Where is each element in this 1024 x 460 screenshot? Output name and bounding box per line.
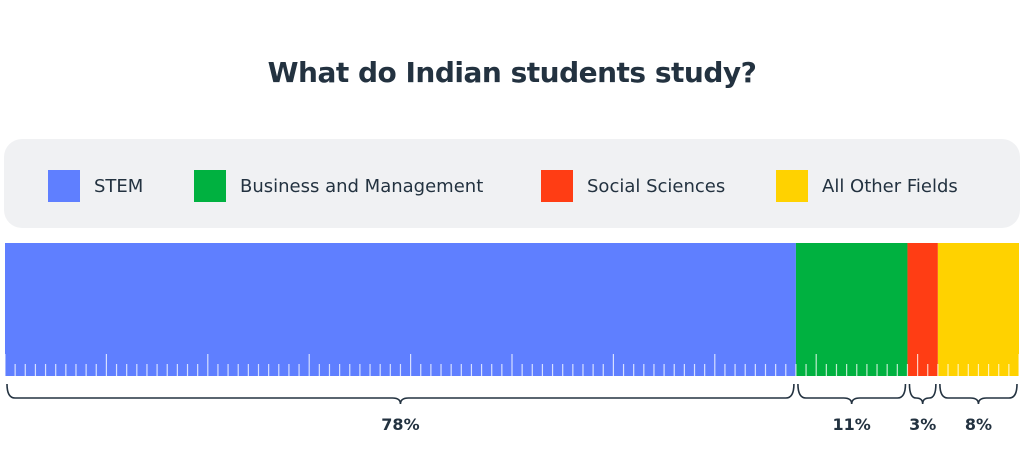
brace-stem: [6, 383, 795, 405]
value-label-stem: 78%: [381, 415, 419, 434]
legend-item-social: Social Sciences: [541, 170, 725, 202]
legend-label-stem: STEM: [94, 175, 144, 197]
brace-other: [939, 383, 1018, 405]
value-label-social: 3%: [909, 415, 936, 434]
legend-swatch-other: [776, 170, 808, 202]
brace-social: [908, 383, 937, 405]
legend-label-business: Business and Management: [240, 175, 484, 197]
brace-business: [797, 383, 907, 405]
legend-item-other: All Other Fields: [776, 170, 958, 202]
value-label-other: 8%: [965, 415, 992, 434]
legend-label-other: All Other Fields: [822, 175, 958, 197]
legend-swatch-social: [541, 170, 573, 202]
ruler-ticks: [4, 354, 1020, 376]
bar-segment-stem: [5, 243, 796, 376]
legend-item-business: Business and Management: [194, 170, 483, 202]
bar-segment-social: [907, 243, 938, 376]
bar-segment-other: [937, 243, 1019, 376]
legend-label-social: Social Sciences: [587, 175, 726, 197]
bar-segment-business: [795, 243, 908, 376]
chart-title: What do Indian students study?: [267, 56, 757, 89]
value-label-business: 11%: [833, 415, 871, 434]
legend-swatch-business: [194, 170, 226, 202]
legend-item-stem: STEM: [48, 170, 143, 202]
legend: STEM Business and Management Social Scie…: [4, 139, 1020, 228]
legend-swatch-stem: [48, 170, 80, 202]
